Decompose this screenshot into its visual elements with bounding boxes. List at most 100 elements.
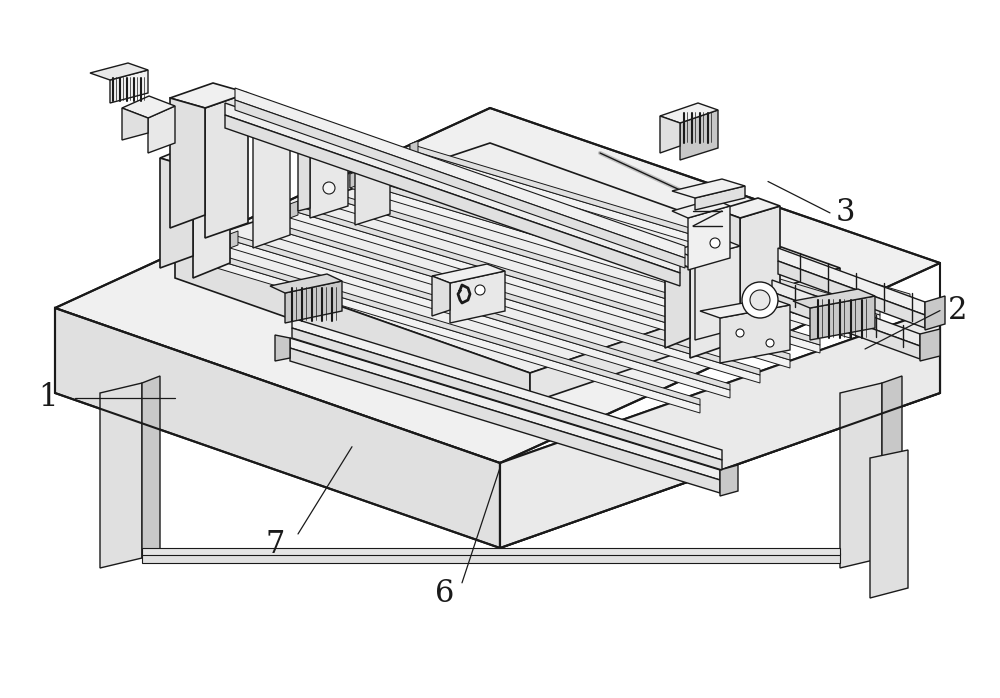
Circle shape: [323, 182, 335, 194]
Polygon shape: [235, 88, 685, 258]
Polygon shape: [380, 159, 880, 315]
Polygon shape: [320, 189, 820, 345]
Polygon shape: [778, 261, 925, 328]
Polygon shape: [665, 258, 690, 348]
Polygon shape: [450, 271, 505, 323]
Polygon shape: [810, 296, 875, 340]
Polygon shape: [310, 140, 348, 218]
Polygon shape: [778, 248, 925, 315]
Polygon shape: [193, 153, 230, 278]
Polygon shape: [290, 210, 790, 368]
Polygon shape: [680, 110, 718, 160]
Polygon shape: [772, 280, 920, 346]
Polygon shape: [672, 179, 745, 198]
Polygon shape: [665, 246, 725, 268]
Polygon shape: [200, 249, 700, 405]
Polygon shape: [142, 553, 840, 563]
Polygon shape: [160, 158, 193, 268]
Polygon shape: [290, 348, 720, 493]
Polygon shape: [660, 103, 718, 123]
Polygon shape: [675, 238, 740, 258]
Polygon shape: [700, 298, 790, 318]
Polygon shape: [343, 144, 390, 163]
Polygon shape: [175, 248, 530, 403]
Polygon shape: [160, 143, 230, 168]
Polygon shape: [100, 383, 142, 568]
Text: 1: 1: [38, 383, 58, 413]
Polygon shape: [55, 308, 500, 548]
Polygon shape: [530, 268, 840, 403]
Text: 7: 7: [265, 529, 285, 560]
Polygon shape: [110, 70, 148, 103]
Circle shape: [742, 282, 778, 318]
Polygon shape: [925, 296, 945, 330]
Polygon shape: [260, 216, 268, 233]
Polygon shape: [230, 234, 730, 390]
Polygon shape: [298, 146, 310, 211]
Polygon shape: [285, 281, 342, 323]
Polygon shape: [230, 231, 238, 248]
Polygon shape: [870, 450, 908, 598]
Polygon shape: [740, 206, 780, 320]
Polygon shape: [355, 151, 390, 225]
Polygon shape: [720, 465, 738, 496]
Circle shape: [736, 329, 744, 337]
Polygon shape: [290, 338, 720, 480]
Polygon shape: [410, 144, 910, 300]
Text: 2: 2: [948, 295, 968, 326]
Polygon shape: [772, 292, 920, 359]
Text: 6: 6: [435, 578, 455, 609]
Circle shape: [475, 285, 485, 295]
Polygon shape: [718, 210, 740, 313]
Polygon shape: [292, 318, 722, 460]
Polygon shape: [793, 289, 875, 308]
Polygon shape: [225, 115, 680, 286]
Polygon shape: [142, 548, 840, 555]
Polygon shape: [500, 308, 940, 548]
Polygon shape: [500, 308, 940, 548]
Polygon shape: [688, 206, 730, 270]
Polygon shape: [298, 133, 348, 153]
Text: 3: 3: [835, 198, 855, 228]
Polygon shape: [200, 255, 700, 413]
Polygon shape: [175, 143, 840, 373]
Polygon shape: [55, 108, 940, 463]
Polygon shape: [718, 198, 780, 218]
Circle shape: [766, 339, 774, 347]
Polygon shape: [122, 96, 175, 118]
Polygon shape: [432, 264, 505, 283]
Polygon shape: [260, 225, 760, 383]
Polygon shape: [350, 174, 850, 330]
Polygon shape: [230, 240, 730, 398]
Polygon shape: [148, 106, 175, 153]
Polygon shape: [720, 305, 790, 363]
Polygon shape: [225, 103, 680, 273]
Polygon shape: [90, 63, 148, 80]
Circle shape: [750, 290, 770, 310]
Polygon shape: [350, 180, 850, 338]
Polygon shape: [695, 246, 740, 340]
Polygon shape: [660, 116, 680, 153]
Polygon shape: [122, 108, 148, 140]
Polygon shape: [170, 98, 205, 228]
Polygon shape: [200, 246, 208, 263]
Polygon shape: [380, 156, 388, 173]
Polygon shape: [320, 186, 328, 203]
Polygon shape: [275, 335, 290, 361]
Polygon shape: [672, 199, 730, 218]
Polygon shape: [432, 276, 450, 316]
Polygon shape: [260, 219, 760, 375]
Polygon shape: [840, 383, 882, 568]
Polygon shape: [253, 115, 290, 248]
Polygon shape: [320, 195, 820, 353]
Circle shape: [710, 238, 720, 248]
Polygon shape: [205, 93, 248, 238]
Polygon shape: [920, 329, 940, 361]
Polygon shape: [142, 376, 160, 558]
Polygon shape: [245, 108, 290, 128]
Polygon shape: [170, 83, 248, 108]
Polygon shape: [695, 186, 745, 210]
Polygon shape: [690, 256, 725, 358]
Polygon shape: [380, 165, 880, 323]
Polygon shape: [290, 204, 790, 360]
